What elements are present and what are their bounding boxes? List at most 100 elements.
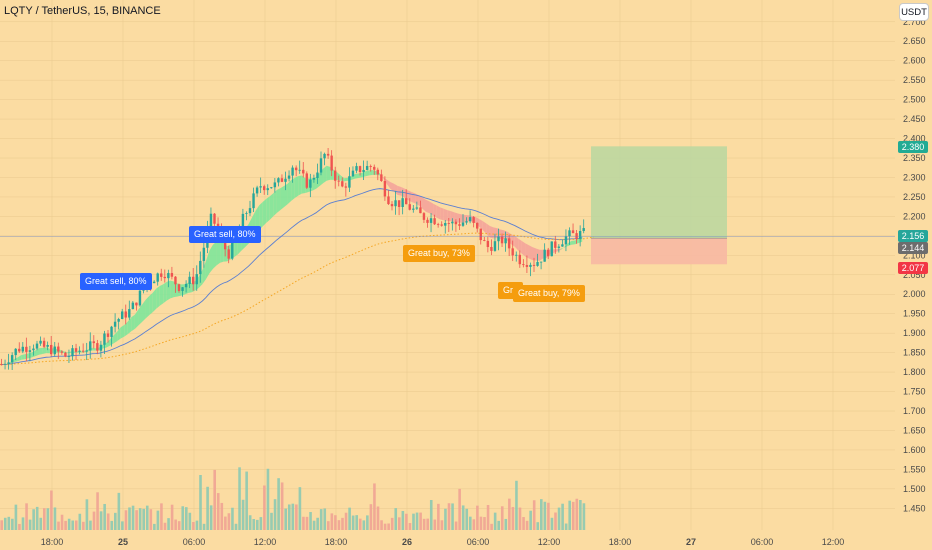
volume-bar <box>337 520 341 530</box>
volume-bar <box>426 518 429 530</box>
ema-band-segment <box>131 314 135 332</box>
candle-body <box>248 208 252 214</box>
volume-bar <box>3 517 7 530</box>
price-tick-label: 1.600 <box>903 445 926 455</box>
price-tick-label: 1.750 <box>903 387 926 397</box>
ema-band-segment <box>269 193 274 220</box>
candle-body <box>192 276 195 285</box>
ema-band-segment <box>369 170 373 176</box>
candlesticks[interactable] <box>0 147 585 370</box>
ema-band-segment <box>163 281 167 304</box>
volume-bar <box>408 523 412 530</box>
volume-bar <box>419 512 422 530</box>
price-tick-label: 2.650 <box>903 36 926 46</box>
currency-button[interactable]: USDT <box>899 3 929 21</box>
candle-body <box>561 244 564 247</box>
candle-body <box>575 233 578 239</box>
volume-bar <box>373 483 376 530</box>
volume-bar <box>216 493 220 530</box>
candle-body <box>39 340 42 344</box>
ema-band-segment <box>493 227 497 239</box>
candle-body <box>380 174 383 182</box>
candle-body <box>121 311 124 320</box>
ema-band-segment <box>205 250 210 280</box>
volume-bar <box>266 468 270 530</box>
candle-body <box>280 178 284 182</box>
candle-body <box>426 219 429 223</box>
volume-bar <box>348 507 351 530</box>
candle-body <box>113 321 117 327</box>
candle-body <box>401 198 404 207</box>
ema-band-segment <box>525 243 529 259</box>
volume-bar <box>383 523 387 530</box>
volume-bar <box>571 501 575 530</box>
volume-bar <box>412 513 415 530</box>
volume-bar <box>78 513 82 530</box>
volume-bar <box>561 503 564 530</box>
ema-band-segment <box>17 354 22 362</box>
candle-body <box>298 169 301 171</box>
ema-band-segment <box>518 238 522 254</box>
candle-body <box>351 170 355 177</box>
volume-bar <box>483 517 486 530</box>
candle-body <box>511 248 514 256</box>
volume-bar <box>224 516 227 530</box>
ema-band <box>0 165 583 365</box>
candle-body <box>390 204 394 207</box>
ema-band-segment <box>42 347 47 355</box>
volume-bar <box>554 512 557 530</box>
volume-bar <box>170 504 174 530</box>
candle-body <box>263 186 266 191</box>
volume-bar <box>302 516 305 530</box>
volume-bar <box>405 513 408 530</box>
volume-bar <box>291 503 295 530</box>
candle-body <box>74 348 78 352</box>
candle-body <box>270 187 273 189</box>
volume-bar <box>192 521 195 530</box>
volume-bar <box>263 485 266 530</box>
candle-body <box>181 287 184 291</box>
candle-body <box>305 173 308 188</box>
volume-bar <box>319 509 323 530</box>
volume-bar <box>451 503 454 530</box>
ema-band-segment <box>365 170 370 177</box>
candle-body <box>500 236 504 244</box>
ema-band-segment <box>202 261 206 285</box>
volume-bar <box>21 517 25 530</box>
ema-band-segment <box>355 173 359 179</box>
ema-band-segment <box>415 193 419 206</box>
candle-body <box>387 196 390 205</box>
ema-band-segment <box>344 177 348 182</box>
ema-band-segment <box>571 240 576 245</box>
price-tick-label: 2.100 <box>903 250 926 260</box>
candle-body <box>507 238 511 249</box>
candle-body <box>277 178 280 183</box>
volume-bar <box>323 508 327 530</box>
candle-body <box>461 222 465 226</box>
volume-bar <box>547 502 550 530</box>
volume-bar <box>206 486 209 530</box>
volume-bar <box>32 509 35 530</box>
candle-body <box>28 350 32 352</box>
volume-bar <box>327 521 330 530</box>
volume-bar <box>366 515 369 530</box>
candle-body <box>454 221 458 225</box>
candle-body <box>557 246 561 248</box>
volume-bar <box>185 507 188 530</box>
volume-bar <box>479 516 483 530</box>
volume-bar <box>131 505 135 530</box>
candle-body <box>110 326 113 337</box>
position-zones[interactable] <box>591 146 727 265</box>
time-axis[interactable]: 18:00 25 06:00 12:00 18:00 26 06:00 12:00 18:00 2… <box>41 537 845 547</box>
ema-band-segment <box>127 317 132 335</box>
ema-band-segment <box>390 182 395 192</box>
candle-body <box>362 169 365 173</box>
ema-band-segment <box>35 348 40 357</box>
candle-body <box>138 290 142 306</box>
time-tick-label: 18:00 <box>325 537 348 547</box>
price-tick-label: 2.700 <box>903 17 926 27</box>
candle-body <box>394 200 397 207</box>
candle-body <box>245 213 248 214</box>
volume-bar <box>0 520 3 530</box>
